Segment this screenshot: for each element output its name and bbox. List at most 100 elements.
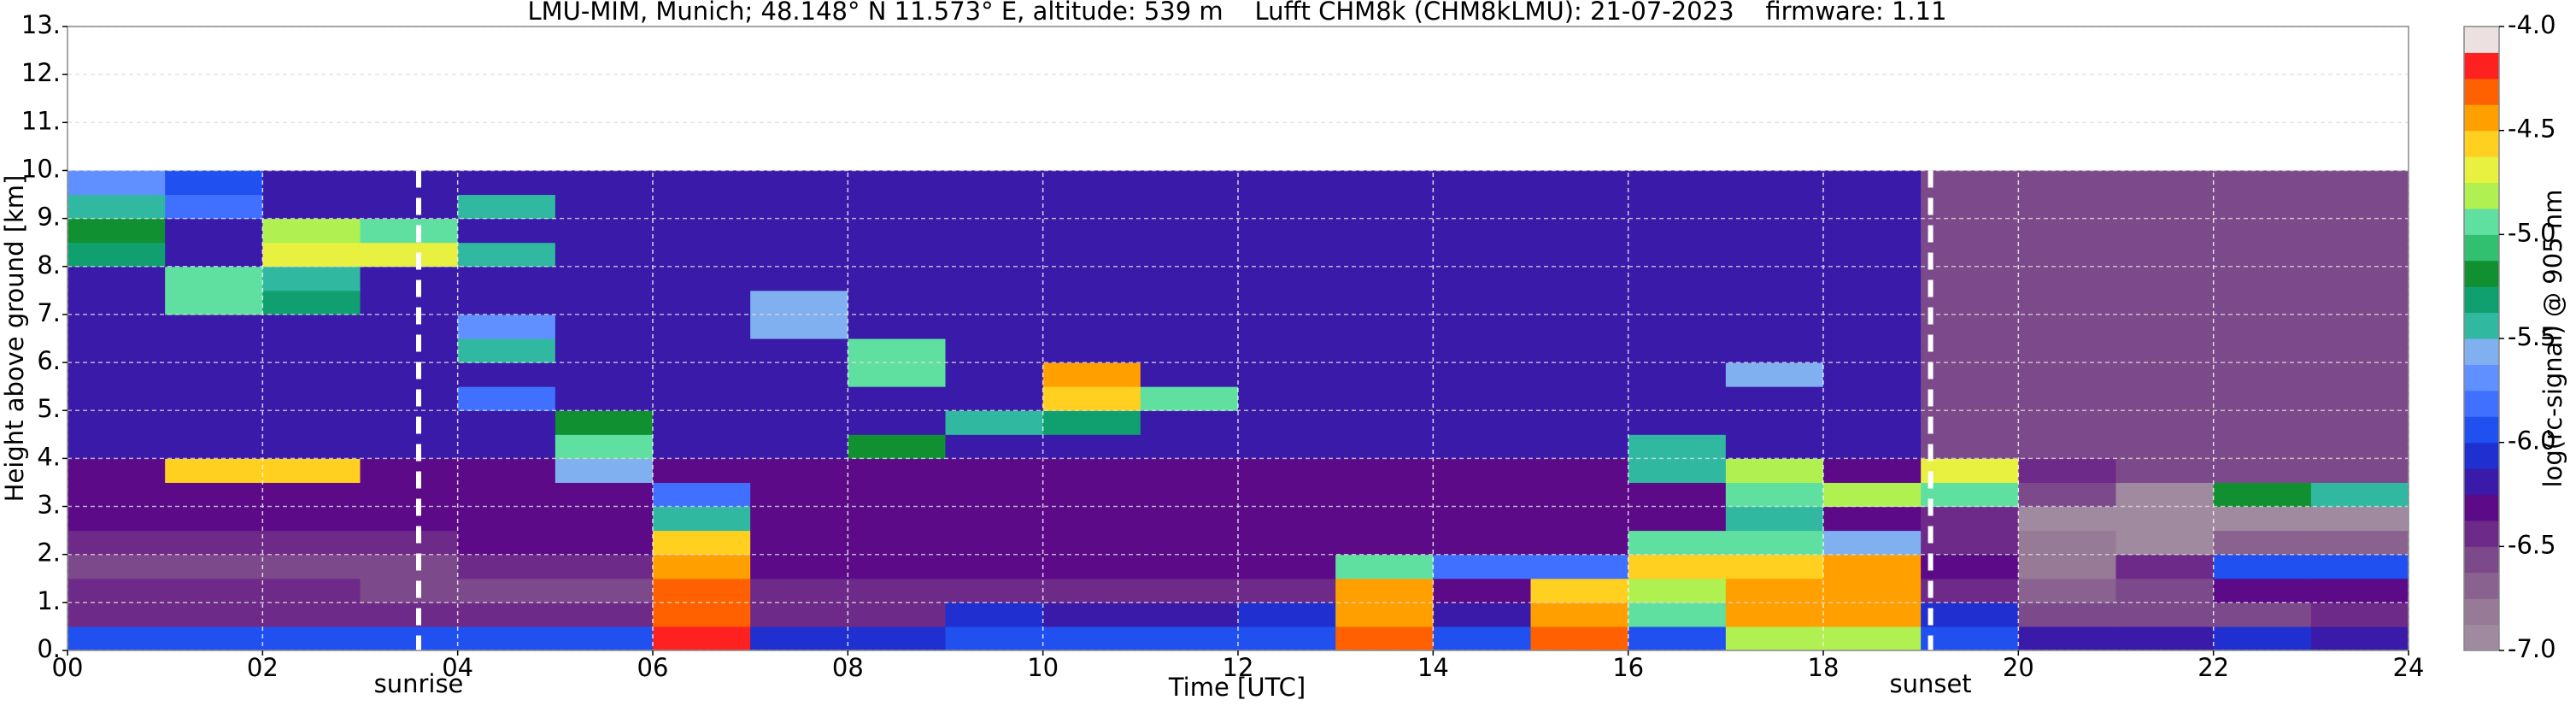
heatmap-cell — [2115, 626, 2215, 651]
heatmap-cell — [1433, 434, 1531, 459]
x-tick-label: 20 — [2003, 653, 2034, 682]
heatmap-cell — [1238, 578, 1336, 603]
heatmap-cell — [262, 434, 361, 459]
x-tick-label: 10 — [1027, 653, 1059, 682]
heatmap-cell — [1238, 626, 1336, 651]
heatmap-cell — [1921, 170, 2019, 196]
heatmap-cell — [1140, 290, 1239, 315]
colorbar-tick-label: -7.0 — [2508, 634, 2556, 663]
heatmap-cell — [1042, 434, 1141, 459]
heatmap-cell — [2213, 266, 2312, 291]
heatmap-cell — [1335, 386, 1434, 411]
heatmap-cell — [1140, 554, 1239, 580]
heatmap-cell — [457, 530, 556, 556]
heatmap-cell — [1140, 434, 1239, 459]
heatmap-cell — [2115, 530, 2215, 556]
heatmap-cell — [1433, 506, 1531, 532]
heatmap-cell — [1042, 506, 1141, 532]
heatmap-cell — [848, 218, 946, 244]
heatmap-cell — [457, 362, 556, 387]
heatmap-cell — [1433, 578, 1531, 603]
heatmap-cell — [1823, 242, 1922, 268]
heatmap-cell — [2018, 314, 2116, 339]
heatmap-cell — [2018, 338, 2116, 363]
heatmap-cell — [1140, 362, 1239, 387]
heatmap-cell — [2213, 554, 2312, 580]
heatmap-cell — [848, 194, 946, 220]
heatmap-cell — [67, 554, 166, 580]
heatmap-cell — [165, 266, 263, 291]
heatmap-cell — [2310, 386, 2409, 411]
heatmap-cell — [1628, 266, 1727, 291]
heatmap-cell — [165, 602, 263, 627]
heatmap-cell — [1140, 578, 1239, 603]
heatmap-cell — [555, 218, 654, 244]
heatmap-cell — [2310, 458, 2409, 483]
heatmap-cell — [67, 218, 166, 244]
heatmap-cell — [2018, 578, 2116, 603]
heatmap-cell — [750, 626, 848, 651]
colorbar-swatch — [2464, 338, 2499, 365]
heatmap-cell — [848, 554, 946, 580]
x-tick-label: 18 — [1808, 653, 1840, 682]
heatmap-cell — [165, 482, 263, 508]
heatmap-cell — [1628, 410, 1727, 435]
x-tick-label: 14 — [1417, 653, 1449, 682]
heatmap-cell — [262, 218, 361, 244]
heatmap-cell — [2310, 434, 2409, 459]
heatmap-cell — [67, 266, 166, 291]
colorbar-swatch — [2464, 104, 2499, 132]
heatmap-cell — [1725, 578, 1824, 603]
heatmap-cell — [67, 410, 166, 435]
colorbar-swatch — [2464, 598, 2499, 626]
heatmap-cell — [2018, 362, 2116, 387]
heatmap-cell — [1042, 314, 1141, 339]
heatmap-cell — [2018, 458, 2116, 483]
heatmap-cell — [750, 554, 848, 580]
heatmap-cell — [2213, 194, 2312, 220]
heatmap-cell — [1238, 338, 1336, 363]
heatmap-cell — [2213, 290, 2312, 315]
heatmap-cell — [1433, 362, 1531, 387]
heatmap-cell — [1140, 386, 1239, 411]
x-tick-label: 00 — [52, 653, 84, 682]
heatmap-cell — [653, 410, 751, 435]
heatmap-cell — [945, 410, 1044, 435]
heatmap-cell — [1140, 626, 1239, 651]
heatmap-cell — [945, 386, 1044, 411]
heatmap-cell — [360, 338, 459, 363]
y-axis-label: Height above ground [km] — [0, 175, 29, 503]
heatmap-cell — [2115, 362, 2215, 387]
heatmap-cell — [2310, 290, 2409, 315]
heatmap-cell — [1530, 362, 1629, 387]
colorbar-label: log(rc-signal) @ 905 nm — [2538, 190, 2567, 488]
heatmap-cell — [1921, 482, 2019, 508]
heatmap-cell — [1725, 170, 1824, 196]
heatmap-cell — [457, 410, 556, 435]
heatmap-cell — [457, 338, 556, 363]
heatmap-cell — [653, 242, 751, 268]
heatmap-cell — [2310, 602, 2409, 627]
heatmap-cell — [2213, 602, 2312, 627]
heatmap-cell — [1238, 242, 1336, 268]
heatmap-cell — [457, 626, 556, 651]
heatmap-cell — [1433, 170, 1531, 196]
heatmap-cell — [1140, 170, 1239, 196]
heatmap-cell — [262, 242, 361, 268]
heatmap-cell — [1238, 434, 1336, 459]
heatmap-cell — [1042, 482, 1141, 508]
heatmap-cell — [1433, 194, 1531, 220]
heatmap-cell — [457, 218, 556, 244]
y-tick-label: 2. — [37, 538, 61, 568]
heatmap-cell — [848, 626, 946, 651]
heatmap-cell — [2018, 266, 2116, 291]
heatmap-cell — [165, 410, 263, 435]
heatmap-cell — [457, 314, 556, 339]
heatmap-cell — [165, 194, 263, 220]
heatmap-cell — [2018, 626, 2116, 651]
heatmap-cell — [262, 602, 361, 627]
heatmap-cell — [360, 458, 459, 483]
heatmap-cell — [653, 602, 751, 627]
heatmap-cell — [1433, 530, 1531, 556]
heatmap-cell — [1433, 290, 1531, 315]
